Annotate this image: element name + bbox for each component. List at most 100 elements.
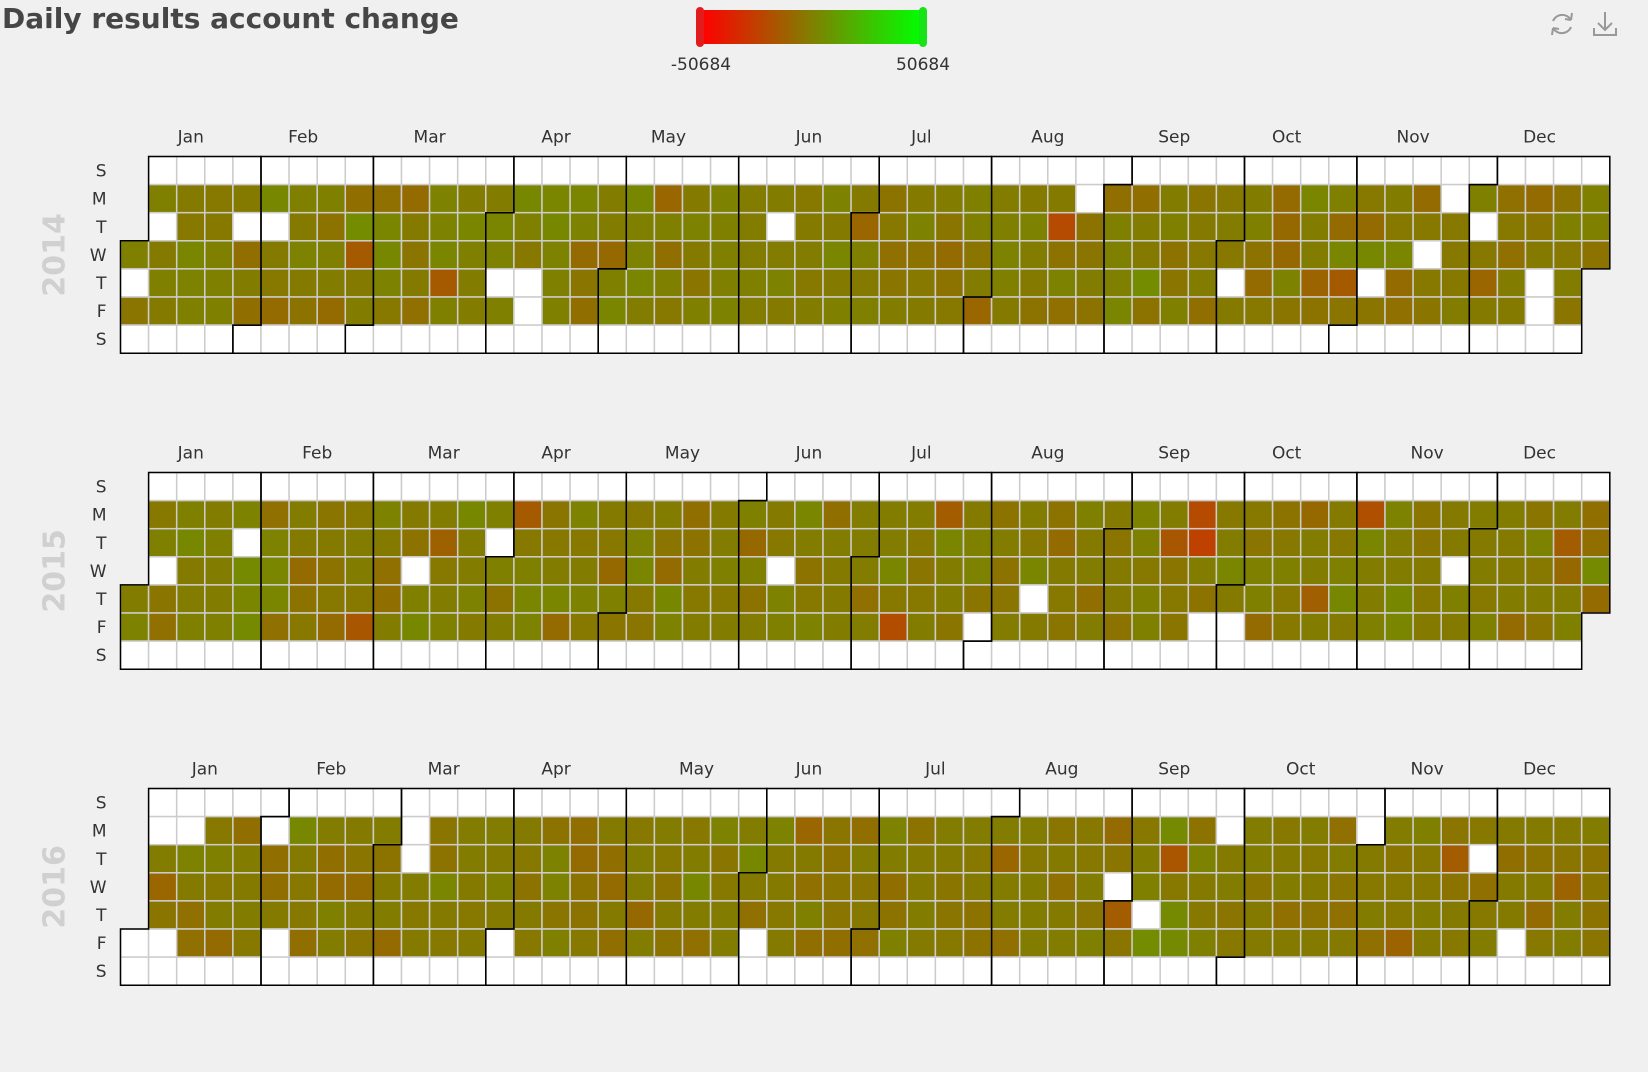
day-cell <box>288 900 318 930</box>
day-cell <box>1103 815 1133 846</box>
day-cell <box>962 556 993 586</box>
day-cell <box>513 471 543 502</box>
day-cell <box>1328 155 1358 186</box>
day-cell <box>1384 324 1414 354</box>
day-cell <box>822 183 852 214</box>
day-cell <box>1552 296 1583 326</box>
day-cell <box>400 872 431 902</box>
restore-icon[interactable] <box>1551 12 1573 36</box>
day-cell <box>962 928 993 958</box>
day-cell <box>850 324 880 354</box>
day-cell <box>428 324 459 354</box>
day-cell <box>737 928 768 958</box>
day-cell <box>1047 211 1077 242</box>
day-cell <box>1440 296 1471 326</box>
download-icon[interactable] <box>1593 12 1617 36</box>
day-cell <box>709 640 740 670</box>
day-cell <box>794 612 824 642</box>
day-cell <box>260 872 290 902</box>
month-label: Dec <box>1523 760 1556 780</box>
day-cell <box>372 787 403 818</box>
day-cell <box>1271 556 1302 586</box>
visual-map-bar[interactable] <box>702 10 922 44</box>
day-cell <box>344 268 375 298</box>
day-cell <box>653 240 684 270</box>
day-cell <box>794 155 824 186</box>
day-cell <box>232 956 262 986</box>
day-cell <box>1412 211 1442 242</box>
day-cell <box>288 155 318 186</box>
day-cell <box>990 471 1021 502</box>
day-cell <box>794 815 824 846</box>
day-cell <box>1187 240 1218 270</box>
day-cell <box>232 843 262 874</box>
day-cell <box>1468 268 1499 298</box>
day-cell <box>962 815 993 846</box>
day-cell <box>1215 183 1246 214</box>
day-cell <box>737 296 768 326</box>
day-cell <box>1440 900 1471 930</box>
day-cell <box>513 872 543 902</box>
day-cell <box>653 471 684 502</box>
day-cell <box>569 268 599 298</box>
weekday-label: S <box>96 794 107 814</box>
day-cell <box>906 211 937 242</box>
day-cell <box>850 240 880 270</box>
year-label: 2014 <box>38 213 73 297</box>
day-cell <box>541 815 571 846</box>
day-cell <box>1496 956 1527 986</box>
day-cell <box>204 556 234 586</box>
day-cell <box>1187 640 1218 670</box>
day-cell <box>344 240 375 270</box>
day-cell <box>1075 240 1105 270</box>
day-cell <box>428 211 459 242</box>
weekday-label: T <box>95 590 107 610</box>
day-cell <box>147 527 178 558</box>
visual-map-min-handle[interactable] <box>696 7 704 47</box>
day-cell <box>681 499 712 530</box>
day-cell <box>653 183 684 214</box>
day-cell <box>428 471 459 502</box>
day-cell <box>372 815 403 846</box>
day-cell <box>878 499 909 530</box>
day-cell <box>1580 471 1611 502</box>
day-cell <box>1299 843 1330 874</box>
day-cell <box>1440 211 1471 242</box>
day-cell <box>597 183 628 214</box>
day-cell <box>1356 240 1386 270</box>
day-cell <box>288 872 318 902</box>
day-cell <box>428 155 459 186</box>
day-cell <box>822 268 852 298</box>
day-cell <box>1299 815 1330 846</box>
day-cell <box>1524 240 1555 270</box>
day-cell <box>372 183 403 214</box>
day-cell <box>906 584 937 614</box>
day-cell <box>990 324 1021 354</box>
month-label: Aug <box>1031 444 1064 464</box>
day-cell <box>1356 843 1386 874</box>
day-cell <box>878 900 909 930</box>
day-cell <box>766 928 796 958</box>
day-cell <box>962 268 993 298</box>
day-cell <box>906 956 937 986</box>
day-cell <box>653 527 684 558</box>
day-cell <box>1524 640 1555 670</box>
day-cell <box>1018 183 1049 214</box>
day-cell <box>428 268 459 298</box>
day-cell <box>485 900 515 930</box>
day-cell <box>260 612 290 642</box>
day-cell <box>1440 527 1471 558</box>
day-cell <box>204 815 234 846</box>
day-cell <box>1131 928 1161 958</box>
day-cell <box>822 240 852 270</box>
visual-map-max-handle[interactable] <box>919 7 927 47</box>
day-cell <box>1356 211 1386 242</box>
day-cell <box>513 324 543 354</box>
day-cell <box>878 155 909 186</box>
day-cell <box>428 556 459 586</box>
day-cell <box>260 324 290 354</box>
day-cell <box>232 787 262 818</box>
day-cell <box>1356 584 1386 614</box>
day-cell <box>204 612 234 642</box>
day-cell <box>850 872 880 902</box>
